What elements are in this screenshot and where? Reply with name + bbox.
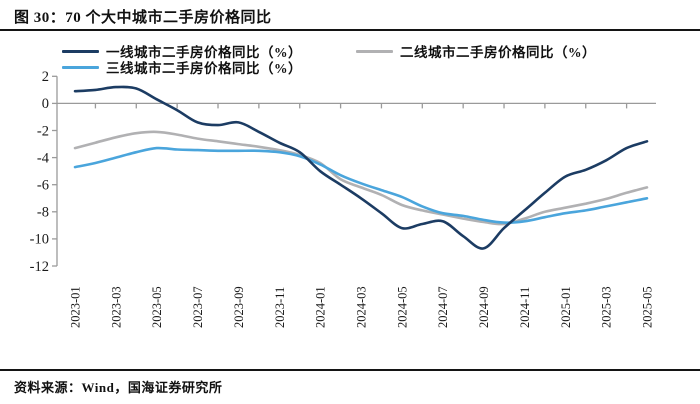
y-tick-label: -12 (30, 259, 49, 275)
legend-label-tier3: 三线城市二手房价格同比（%） (106, 61, 302, 76)
legend-label-tier1: 一线城市二手房价格同比（%） (106, 45, 302, 60)
x-tick-label: 2024-01 (314, 286, 328, 328)
x-tick-label: 2023-11 (273, 287, 287, 328)
data-source-note: 资料来源：Wind，国海证券研究所 (14, 380, 223, 395)
series-line-tier3 (73, 146, 649, 224)
x-tick-label: 2023-09 (232, 286, 246, 328)
y-tick-label: -10 (30, 232, 49, 248)
x-tick-label: 2023-01 (69, 286, 83, 328)
title-divider (0, 29, 700, 31)
x-tick-label: 2024-05 (395, 286, 409, 328)
footer-divider (0, 369, 700, 371)
tier2-line-swatch (356, 49, 393, 53)
x-tick-label: 2023-07 (191, 286, 205, 328)
x-tick-label: 2024-03 (355, 286, 369, 328)
y-tick-label: 2 (42, 69, 49, 85)
tier1-line-swatch (62, 49, 99, 53)
y-tick-label: -8 (37, 205, 49, 221)
y-tick-label: -2 (37, 123, 49, 139)
x-tick-label: 2024-07 (436, 286, 450, 328)
legend-item-tier3: 三线城市二手房价格同比（%） (62, 60, 302, 76)
x-tick-label: 2024-11 (518, 287, 532, 328)
series-line-tier1 (73, 85, 649, 250)
y-tick-label: -6 (37, 178, 49, 194)
series-line-tier2 (73, 130, 649, 226)
y-tick-label: -4 (37, 150, 50, 166)
x-tick-label: 2025-05 (641, 286, 655, 328)
x-tick-label: 2024-09 (477, 286, 491, 328)
x-tick-label: 2025-03 (600, 286, 614, 328)
figure-title: 图 30：70 个大中城市二手房价格同比 (14, 10, 272, 26)
legend-item-tier1: 一线城市二手房价格同比（%） (62, 44, 302, 60)
legend-item-tier2: 二线城市二手房价格同比（%） (356, 44, 596, 60)
legend-label-tier2: 二线城市二手房价格同比（%） (400, 45, 596, 60)
x-tick-label: 2025-01 (559, 286, 573, 328)
x-tick-label: 2023-05 (150, 286, 164, 328)
tier3-line-swatch (62, 65, 99, 69)
y-tick-label: 0 (42, 96, 49, 112)
x-tick-label: 2023-03 (109, 286, 123, 328)
